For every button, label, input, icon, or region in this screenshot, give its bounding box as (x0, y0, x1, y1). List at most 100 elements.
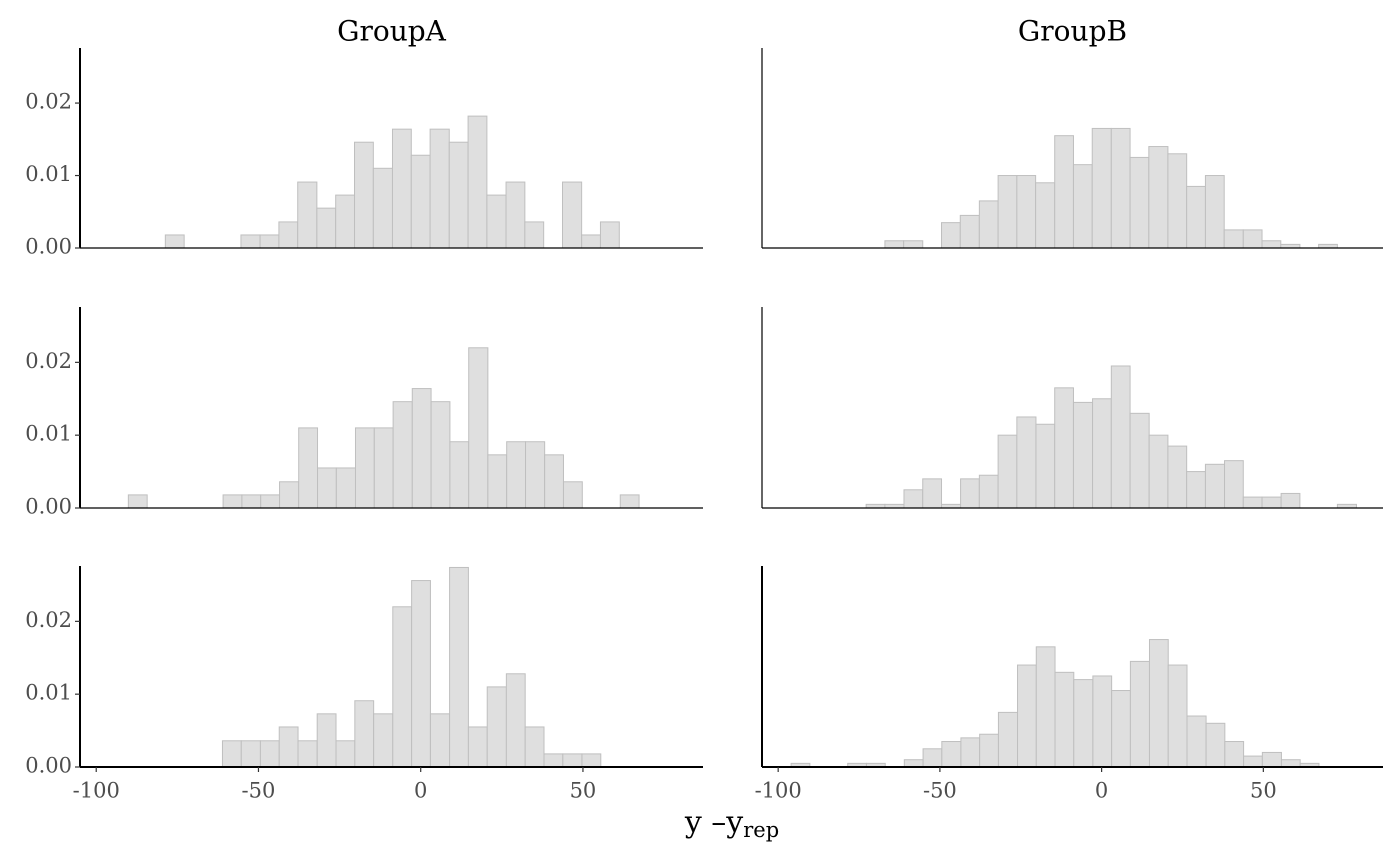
y-tick-label: 0.02 (25, 349, 72, 373)
bar (1186, 715, 1207, 768)
bar (1261, 496, 1282, 509)
bar (354, 141, 374, 249)
bar (240, 740, 261, 768)
bar (411, 388, 432, 509)
bar (449, 566, 469, 768)
bar (960, 737, 981, 768)
bar (240, 234, 261, 249)
y-tick-label: 0.01 (25, 162, 72, 186)
y-tick-label: 0.00 (25, 754, 72, 778)
bar (373, 427, 394, 509)
bar (1167, 664, 1188, 768)
bar (467, 726, 488, 768)
bar (1110, 365, 1131, 509)
facet-title: GroupA (337, 15, 447, 48)
bar (1016, 416, 1037, 509)
bar (1072, 164, 1093, 249)
bar (544, 454, 564, 509)
bar (960, 478, 980, 509)
y-tick-label: 0.00 (25, 235, 72, 259)
bar (222, 494, 243, 509)
bar (903, 489, 924, 509)
bar (562, 753, 583, 768)
bar (941, 741, 962, 768)
y-tick-label: 0.00 (25, 495, 72, 519)
bar (1092, 398, 1112, 509)
bar (922, 748, 943, 768)
bar (372, 167, 393, 249)
x-tick-label: 0 (1095, 779, 1108, 803)
bar (486, 194, 507, 249)
bar (335, 194, 356, 249)
bar (1110, 127, 1131, 249)
bar (1242, 496, 1263, 509)
bar (581, 234, 601, 249)
bar (1035, 182, 1056, 249)
bar (1073, 679, 1094, 768)
bar (410, 154, 431, 249)
bar (354, 700, 375, 768)
bar (1017, 664, 1037, 768)
bar (335, 467, 356, 509)
bar (1148, 639, 1169, 768)
bar (959, 214, 980, 249)
bar (978, 474, 999, 509)
bar (1223, 229, 1244, 249)
bar (486, 686, 507, 768)
bar (1261, 240, 1282, 249)
bar (562, 481, 583, 509)
bar (997, 711, 1019, 768)
bar (1054, 135, 1074, 249)
x-axis-label-main: y –y (684, 805, 743, 840)
bar (373, 713, 394, 768)
bar (1261, 751, 1282, 768)
bar (505, 181, 526, 249)
bar (506, 441, 527, 509)
bar (1242, 229, 1263, 249)
bar (581, 753, 602, 768)
bar (1111, 690, 1131, 768)
bar (978, 200, 999, 249)
bar (1224, 741, 1245, 768)
bar (524, 726, 545, 768)
bar (164, 234, 185, 249)
bar (127, 494, 148, 509)
x-tick-label: 50 (570, 779, 597, 803)
bar (429, 128, 450, 249)
bar (979, 733, 999, 768)
bar (1280, 759, 1301, 768)
bar (487, 454, 508, 509)
bar (1035, 646, 1056, 768)
x-tick-label: -50 (242, 779, 276, 803)
x-tick-label: -50 (923, 779, 957, 803)
bar (1148, 146, 1169, 249)
bar (1092, 675, 1113, 768)
bar (278, 726, 299, 768)
x-axis-label-sub: rep (743, 818, 779, 842)
bar (259, 234, 280, 249)
bar (448, 141, 469, 249)
bar (525, 441, 546, 509)
bar (903, 240, 924, 249)
bar (997, 434, 1018, 509)
bar (1016, 175, 1037, 249)
x-tick-label: 0 (414, 779, 427, 803)
bar (599, 221, 620, 249)
x-tick-label: 50 (1250, 779, 1277, 803)
bar (941, 222, 961, 249)
bar (259, 740, 280, 768)
bar (903, 759, 924, 768)
bar (392, 606, 413, 768)
bar (411, 580, 431, 768)
x-tick-label: -100 (73, 779, 120, 803)
bar (1204, 463, 1226, 509)
bar (505, 673, 526, 768)
bar (298, 427, 319, 509)
bar (1280, 492, 1301, 509)
bar (317, 467, 337, 509)
bar (1224, 460, 1244, 509)
x-tick-label: -100 (755, 779, 802, 803)
bar (297, 740, 318, 768)
bar (562, 181, 583, 249)
